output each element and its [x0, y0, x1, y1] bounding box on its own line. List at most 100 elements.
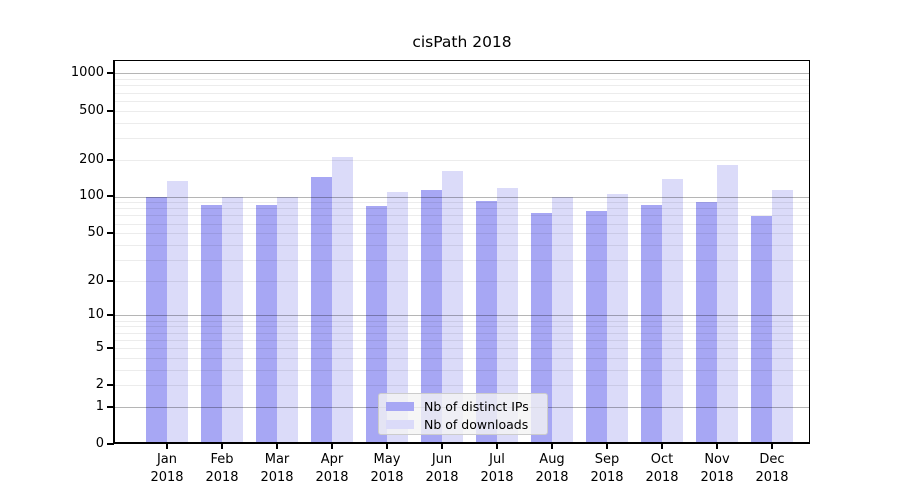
y-tick-label: 500	[79, 102, 104, 118]
bar-downloads-aug	[552, 196, 573, 444]
y-tick-label: 5	[95, 339, 104, 355]
legend-swatch-distinct-ips	[386, 401, 414, 411]
bar-downloads-apr	[332, 156, 353, 444]
bar-distinct-ips-jun	[421, 190, 442, 444]
gridline-minor	[114, 159, 810, 161]
chart-title: cisPath 2018	[412, 33, 512, 51]
bar-downloads-may	[387, 192, 408, 444]
gridline-minor	[114, 369, 810, 371]
gridline-minor	[114, 347, 810, 349]
bar-downloads-jul	[497, 188, 518, 444]
x-tick-label: Mar 2018	[260, 452, 294, 485]
bar-downloads-sep	[607, 194, 628, 444]
y-tick-mark	[107, 384, 114, 387]
bar-distinct-ips-nov	[696, 201, 717, 444]
gridline-minor	[114, 332, 810, 334]
bar-distinct-ips-apr	[311, 177, 332, 444]
y-tick-mark	[107, 279, 114, 282]
gridline-minor	[114, 215, 810, 217]
x-tick-mark	[606, 444, 608, 449]
y-tick-label: 50	[87, 225, 104, 241]
bar-downloads-jun	[442, 170, 463, 444]
bar-distinct-ips-feb	[201, 205, 222, 444]
y-tick-label: 2	[95, 377, 104, 393]
gridline-major	[114, 196, 810, 198]
bar-downloads-oct	[662, 179, 683, 444]
x-tick-label: Apr 2018	[315, 452, 349, 485]
gridline-major	[114, 73, 810, 75]
y-tick-label: 20	[87, 272, 104, 288]
y-tick-mark	[107, 72, 114, 75]
gridline-minor	[114, 100, 810, 102]
y-tick-label: 100	[79, 188, 104, 204]
gridline-minor	[114, 110, 810, 112]
gridline-minor	[114, 202, 810, 204]
legend-entry-downloads: Nb of downloads	[386, 415, 540, 433]
bar-distinct-ips-oct	[641, 205, 662, 444]
x-tick-mark	[386, 444, 388, 449]
x-tick-label: Sep 2018	[590, 452, 624, 485]
x-tick-mark	[331, 444, 333, 449]
x-tick-label: Nov 2018	[700, 452, 734, 485]
gridline-minor	[114, 85, 810, 87]
y-tick-mark	[107, 109, 114, 112]
x-tick-label: Dec 2018	[755, 452, 789, 485]
legend-entry-distinct-ips: Nb of distinct IPs	[386, 397, 540, 415]
bar-distinct-ips-jan	[146, 196, 167, 444]
legend-label-downloads: Nb of downloads	[424, 416, 529, 432]
y-tick-mark	[107, 158, 114, 161]
legend: Nb of distinct IPs Nb of downloads	[378, 393, 548, 435]
x-tick-label: Aug 2018	[535, 452, 569, 485]
x-tick-mark	[551, 444, 553, 449]
gridline-minor	[114, 122, 810, 124]
x-tick-mark	[166, 444, 168, 449]
y-tick-mark	[107, 443, 114, 445]
gridline-minor	[114, 280, 810, 282]
y-tick-label: 0	[95, 436, 104, 451]
bar-distinct-ips-sep	[586, 211, 607, 444]
gridline-minor	[114, 259, 810, 261]
x-tick-mark	[661, 444, 663, 449]
x-tick-mark	[716, 444, 718, 449]
bar-distinct-ips-jul	[476, 200, 497, 444]
x-tick-label: Jan 2018	[150, 452, 184, 485]
x-tick-mark	[276, 444, 278, 449]
bar-distinct-ips-may	[366, 206, 387, 444]
gridline-minor	[114, 137, 810, 139]
bar-downloads-feb	[222, 196, 243, 444]
x-tick-label: May 2018	[370, 452, 404, 485]
y-tick-mark	[107, 232, 114, 235]
gridline-minor	[114, 244, 810, 246]
gridline-minor	[114, 339, 810, 341]
gridline-minor	[114, 326, 810, 328]
y-tick-mark	[107, 314, 114, 317]
gridline-minor	[114, 385, 810, 387]
x-tick-mark	[441, 444, 443, 449]
x-tick-mark	[221, 444, 223, 449]
x-tick-label: Jul 2018	[480, 452, 514, 485]
bar-distinct-ips-mar	[256, 205, 277, 444]
x-tick-mark	[496, 444, 498, 449]
y-tick-mark	[107, 405, 114, 408]
gridline-minor	[114, 79, 810, 81]
gridline-minor	[114, 223, 810, 225]
bar-distinct-ips-aug	[531, 213, 552, 444]
x-tick-label: Oct 2018	[645, 452, 679, 485]
legend-swatch-downloads	[386, 419, 414, 429]
bar-distinct-ips-dec	[751, 216, 772, 444]
bar-downloads-jan	[167, 181, 188, 444]
plot-area	[114, 61, 810, 444]
y-tick-mark	[107, 195, 114, 198]
bar-downloads-dec	[772, 189, 793, 444]
gridline-major	[114, 315, 810, 317]
gridline-minor	[114, 233, 810, 235]
x-tick-label: Feb 2018	[205, 452, 239, 485]
gridline-minor	[114, 357, 810, 359]
x-tick-mark	[771, 444, 773, 449]
y-tick-label: 200	[79, 151, 104, 167]
bar-downloads-nov	[717, 165, 738, 444]
y-tick-mark	[107, 346, 114, 349]
bar-downloads-mar	[277, 196, 298, 444]
x-tick-label: Jun 2018	[425, 452, 459, 485]
